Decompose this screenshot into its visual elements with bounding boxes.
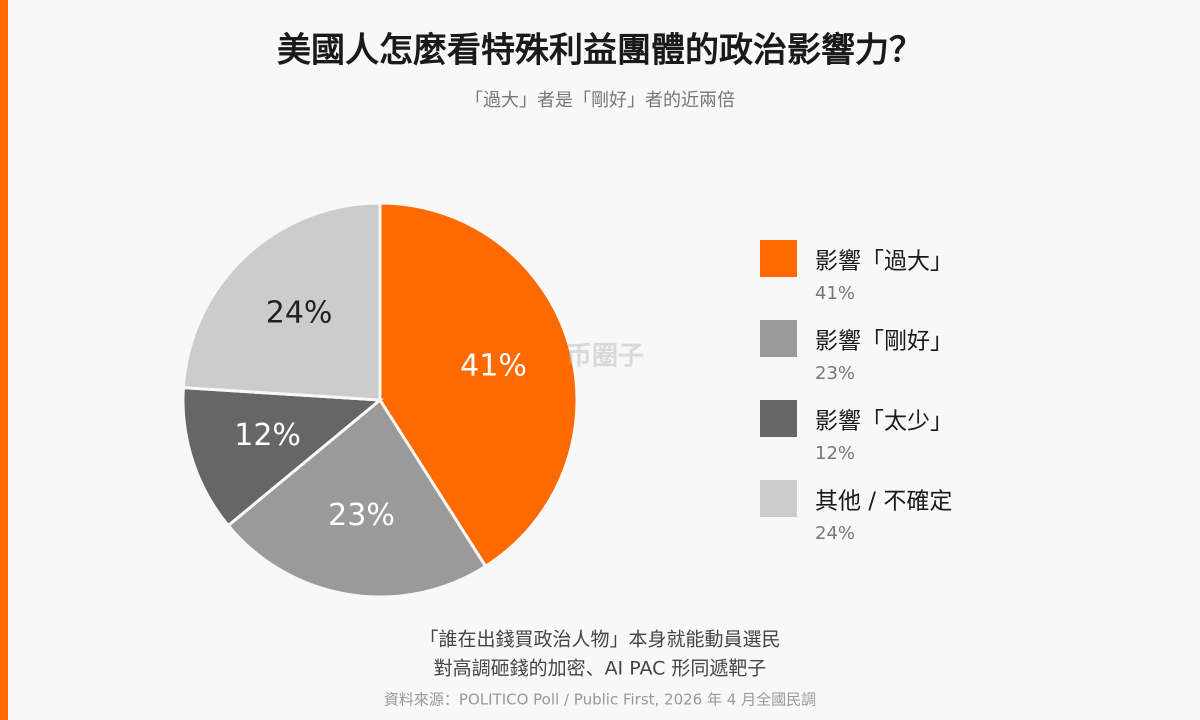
data-label: 24% [266,295,333,330]
legend-value: 23% [815,363,855,384]
pie-slice [181,386,384,528]
legend-label: 影響「過大」 [815,249,953,275]
data-label: 41% [460,349,527,384]
data-label: 23% [328,498,395,533]
note: 「誰在出錢買政治人物」本身就能動員選民 [419,629,780,651]
pie-slice [181,201,382,402]
source: 資料來源：POLITICO Poll / Public First, 2026 … [384,691,816,709]
chart-subtitle: 「過大」者是「剛好」者的近兩倍 [465,90,735,111]
legend-swatch [760,320,797,357]
legend-label: 影響「太少」 [815,409,953,435]
legend-value: 12% [815,443,855,464]
chart-title: 美國人怎麼看特殊利益團體的政治影響力？ [277,31,923,71]
data-label: 12% [234,418,301,453]
watermark: 币圈子 [566,342,644,372]
legend-value: 41% [815,283,855,304]
note: 對高調砸錢的加密、AI PAC 形同遞靶子 [434,658,767,680]
accent-bar [0,0,8,720]
legend-value: 24% [815,523,855,544]
legend-swatch [760,400,797,437]
legend-label: 其他 / 不確定 [815,489,952,515]
pie-slice [226,397,488,599]
legend-swatch [760,480,797,517]
legend-label: 影響「剛好」 [815,329,953,355]
legend-swatch [760,240,797,277]
pie: 41% 23% 12% 24% [181,201,579,599]
